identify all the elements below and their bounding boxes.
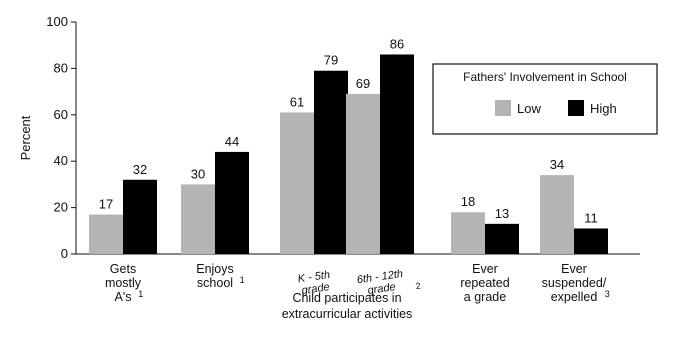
legend-title: Fathers' Involvement in School [463, 70, 627, 84]
legend-box [432, 63, 658, 135]
value-label-high: 32 [133, 162, 147, 177]
category-footnote: 2 [415, 281, 421, 292]
category-footnote: 3 [605, 289, 610, 299]
category-footnote: 1 [138, 289, 143, 299]
bar-low [540, 175, 574, 254]
bar-high [380, 54, 414, 255]
bar-low [181, 184, 215, 254]
y-tick-label: 100 [46, 14, 68, 29]
category-label-line: grade [367, 281, 397, 297]
value-label-high: 44 [225, 134, 239, 149]
y-tick-label: 0 [61, 246, 68, 261]
legend-label-low: Low [517, 101, 541, 116]
bar-high [215, 151, 249, 254]
bar-high [123, 179, 157, 254]
legend-swatch-low [495, 100, 511, 116]
y-tick-label: 60 [54, 107, 68, 122]
group-label-line: Child participates in [292, 291, 401, 305]
y-tick-label: 80 [54, 60, 68, 75]
category-label-line: a grade [464, 290, 506, 304]
category-label-line: school [197, 276, 233, 290]
bar-high [574, 228, 608, 254]
category-label-line: repeated [460, 276, 509, 290]
y-tick-label: 20 [54, 200, 68, 215]
value-label-high: 13 [495, 206, 509, 221]
category-footnote: 1 [240, 275, 245, 285]
value-label-high: 86 [390, 36, 404, 51]
category-label-line: Enjoys [196, 262, 234, 276]
y-tick-label: 40 [54, 153, 68, 168]
value-label-high: 79 [324, 53, 338, 68]
category-label-line: Ever [472, 262, 498, 276]
bar-high [485, 223, 519, 254]
y-axis-title: Percent [18, 115, 33, 160]
value-label-low: 18 [461, 194, 475, 209]
value-label-high: 11 [584, 210, 598, 225]
category-label-line: K - 5th [297, 269, 331, 285]
bar-low [89, 214, 123, 254]
legend-swatch-high [568, 100, 584, 116]
category-label-line: mostly [105, 276, 142, 290]
chart-legend: Fathers' Involvement in School Low High [432, 63, 658, 135]
legend-label-high: High [590, 101, 617, 116]
value-label-low: 17 [99, 197, 113, 212]
category-label-line: suspended/ [542, 276, 607, 290]
bar-low [280, 112, 314, 254]
value-label-low: 69 [356, 76, 370, 91]
category-label-line: grade [301, 281, 331, 297]
chart-bars [89, 54, 608, 255]
category-label-line: Gets [110, 262, 136, 276]
bar-low [346, 93, 380, 254]
value-label-low: 34 [550, 157, 564, 172]
value-label-low: 61 [290, 94, 304, 109]
value-label-low: 30 [191, 166, 205, 181]
category-label-line: A's [115, 290, 132, 304]
category-label-line: Ever [561, 262, 587, 276]
category-label-line: expelled [551, 290, 598, 304]
bar-high [314, 70, 348, 254]
group-label-line: extracurricular activities [282, 307, 413, 321]
chart-axes: 0 20 40 60 80 100 Percent [18, 14, 640, 261]
bar-low [451, 212, 485, 254]
